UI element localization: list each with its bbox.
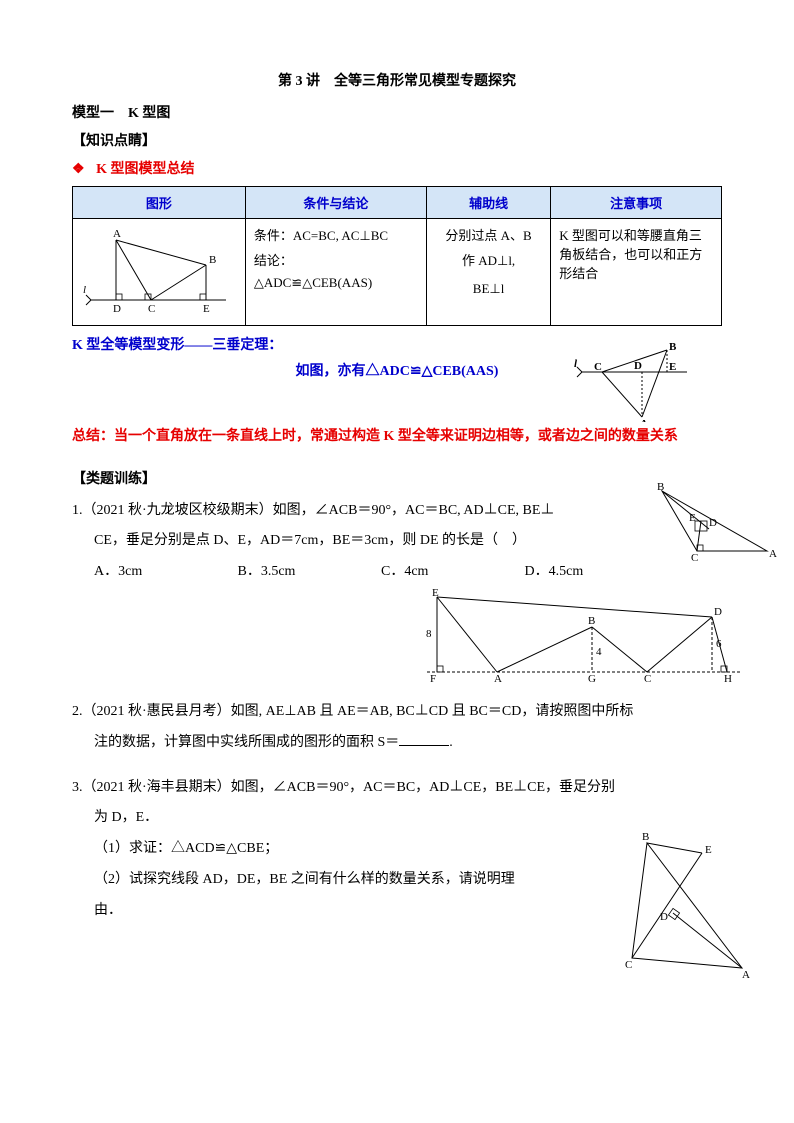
q1-figure-svg: B A C D E bbox=[647, 481, 777, 566]
q1-opt-d: D．4.5cm bbox=[525, 557, 665, 588]
lbl-C: C bbox=[148, 303, 155, 315]
cond-line3: △ADC≌△CEB(AAS) bbox=[254, 275, 418, 291]
q2-lbl-C: C bbox=[644, 673, 651, 685]
q2-val-4: 4 bbox=[596, 646, 602, 658]
th-aux: 辅助线 bbox=[426, 187, 550, 219]
q1-opt-c: C．4cm bbox=[381, 557, 521, 588]
table-figure-svg: A B C D E l bbox=[81, 225, 231, 315]
q2-val-8: 8 bbox=[426, 628, 432, 640]
q2-lbl-H: H bbox=[724, 673, 732, 685]
q3-lbl-E: E bbox=[705, 844, 712, 856]
th-figure: 图形 bbox=[73, 187, 246, 219]
q3-lbl-A: A bbox=[742, 969, 750, 978]
summary-table: 图形 条件与结论 辅助线 注意事项 A B C D E bbox=[72, 186, 722, 326]
v-lbl-C: C bbox=[594, 361, 602, 373]
lbl-l: l bbox=[83, 284, 86, 296]
lbl-B: B bbox=[209, 254, 216, 266]
td-aux: 分别过点 A、B 作 AD⊥l, BE⊥l bbox=[426, 219, 550, 326]
td-figure: A B C D E l bbox=[73, 219, 246, 326]
td-condition: 条件：AC=BC, AC⊥BC 结论： △ADC≌△CEB(AAS) bbox=[245, 219, 426, 326]
problem-2: 2.（2021 秋·惠民县月考）如图, AE⊥AB 且 AE＝AB, BC⊥CD… bbox=[72, 697, 722, 759]
q1-line1: 1.（2021 秋·九龙坡区校级期末）如图，∠ACB＝90°，AC＝BC, AD… bbox=[72, 496, 722, 527]
cond-line2: 结论： bbox=[254, 250, 418, 269]
q3-figure-svg: B E C A D bbox=[622, 828, 752, 978]
v-lbl-D: D bbox=[634, 360, 642, 372]
v-lbl-l: l bbox=[574, 358, 578, 370]
page-title: 第 3 讲 全等三角形常见模型专题探究 bbox=[72, 70, 722, 90]
v-lbl-E: E bbox=[669, 361, 676, 373]
k-summary-row: ❖ K 型图模型总结 bbox=[72, 158, 722, 178]
q2-lbl-E: E bbox=[432, 587, 439, 599]
q2-val-6: 6 bbox=[716, 638, 722, 650]
practice-header: 【类题训练】 bbox=[72, 468, 722, 488]
th-note: 注意事项 bbox=[551, 187, 722, 219]
problem-1: 1.（2021 秋·九龙坡区校级期末）如图，∠ACB＝90°，AC＝BC, AD… bbox=[72, 496, 722, 588]
v-lbl-A: A bbox=[640, 418, 648, 422]
q2-line2: 注的数据，计算图中实线所围成的图形的面积 S＝. bbox=[72, 728, 722, 759]
aux-line1: 分别过点 A、B bbox=[435, 225, 542, 244]
th-condition: 条件与结论 bbox=[245, 187, 426, 219]
variant-center: 如图，亦有△ADC≌△CEB(AAS) C B A D E l bbox=[72, 360, 722, 380]
knowledge-header: 【知识点睛】 bbox=[72, 130, 722, 150]
lbl-A: A bbox=[113, 228, 121, 240]
q1-options: A．3cm B．3.5cm C．4cm D．4.5cm bbox=[72, 557, 722, 588]
td-note: K 型图可以和等腰直角三角板结合，也可以和正方形结合 bbox=[551, 219, 722, 326]
q2-line1: 2.（2021 秋·惠民县月考）如图, AE⊥AB 且 AE＝AB, BC⊥CD… bbox=[72, 697, 722, 728]
variant-text: 如图，亦有△ADC≌△CEB(AAS) bbox=[296, 364, 499, 379]
cond-line1: 条件：AC=BC, AC⊥BC bbox=[254, 225, 418, 244]
diamond-icon: ❖ bbox=[72, 162, 85, 177]
k-summary-label: K 型图模型总结 bbox=[96, 162, 194, 177]
problem-3: 3.（2021 秋·海丰县期末）如图，∠ACB＝90°，AC＝BC，AD⊥CE，… bbox=[72, 773, 722, 927]
q2-lbl-D: D bbox=[714, 606, 722, 618]
q2-lbl-G: G bbox=[588, 673, 596, 685]
q2-lbl-A: A bbox=[494, 673, 502, 685]
lbl-E: E bbox=[203, 303, 210, 315]
q1-lbl-A: A bbox=[769, 548, 777, 560]
model-header: 模型一 K 型图 bbox=[72, 102, 722, 122]
q3-lbl-B: B bbox=[642, 831, 649, 843]
q1-line2: CE，垂足分别是点 D、E，AD＝7cm，BE＝3cm，则 DE 的长是（ ） bbox=[72, 526, 722, 557]
q3-line1: 3.（2021 秋·海丰县期末）如图，∠ACB＝90°，AC＝BC，AD⊥CE，… bbox=[72, 773, 722, 804]
q1-lbl-E: E bbox=[689, 512, 696, 524]
q1-lbl-C: C bbox=[691, 552, 698, 564]
v-lbl-B: B bbox=[669, 342, 677, 353]
q1-opt-a: A．3cm bbox=[94, 557, 234, 588]
q1-lbl-B: B bbox=[657, 481, 664, 493]
aux-line2: 作 AD⊥l, bbox=[435, 250, 542, 269]
q2-figure-svg: E F A B G C D H 8 4 6 bbox=[412, 587, 752, 687]
q2-lbl-F: F bbox=[430, 673, 436, 685]
q3-lbl-C: C bbox=[625, 959, 632, 971]
aux-line3: BE⊥l bbox=[435, 281, 542, 297]
q1-lbl-D: D bbox=[709, 517, 717, 529]
variant-figure-svg: C B A D E l bbox=[572, 342, 692, 422]
q2-blank bbox=[399, 745, 449, 746]
lbl-D: D bbox=[113, 303, 121, 315]
q2-lbl-B: B bbox=[588, 615, 595, 627]
note-line1: K 型图可以和等腰直角三角板结合，也可以和正方形结合 bbox=[559, 225, 713, 282]
q3-lbl-D: D bbox=[660, 911, 668, 923]
q1-opt-b: B．3.5cm bbox=[238, 557, 378, 588]
